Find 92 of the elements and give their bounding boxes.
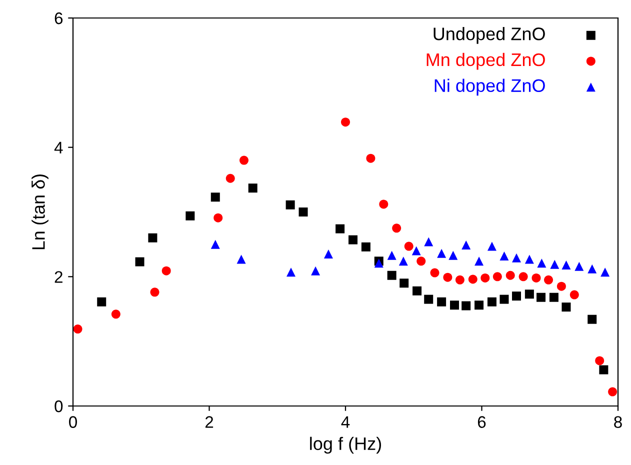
point (398, 256, 408, 266)
point (424, 294, 434, 304)
point (462, 240, 471, 250)
point (536, 292, 546, 302)
point (73, 324, 82, 334)
point (537, 258, 546, 268)
point (468, 274, 478, 284)
legend-label: Undoped ZnO (434, 27, 545, 44)
point (412, 286, 422, 296)
point (549, 292, 558, 302)
point (443, 272, 452, 282)
point (437, 297, 446, 306)
point (210, 192, 220, 202)
point (148, 233, 158, 242)
point (455, 275, 464, 284)
point (608, 387, 618, 396)
point (556, 282, 566, 291)
point (474, 256, 484, 266)
point (500, 294, 509, 304)
point (387, 250, 396, 260)
point (570, 290, 579, 300)
point (311, 266, 320, 276)
x-tick-label: 0 (69, 416, 77, 428)
point (210, 240, 220, 249)
x-tick-label: 4 (341, 416, 350, 428)
point (512, 292, 521, 301)
point (562, 302, 571, 312)
point (416, 256, 426, 266)
point (500, 251, 509, 260)
point (341, 118, 350, 127)
point (506, 270, 515, 280)
point (387, 270, 396, 280)
point (430, 268, 440, 278)
point (111, 310, 120, 319)
point (588, 264, 597, 274)
point (480, 273, 490, 282)
point (400, 278, 409, 288)
point (437, 248, 446, 258)
legend-label: Ni doped ZnO (434, 78, 545, 96)
point (392, 224, 402, 233)
y-tick-label: 6 (54, 12, 63, 24)
x-tick-label: 6 (478, 416, 486, 428)
point (226, 174, 235, 183)
point (574, 262, 584, 271)
point (214, 213, 223, 222)
point (524, 290, 534, 299)
y-tick-label: 4 (54, 142, 63, 154)
legend-label: Mn doped ZnO (426, 52, 545, 70)
point (379, 200, 388, 209)
point (412, 246, 421, 256)
point (239, 156, 248, 165)
point (286, 268, 296, 277)
point (162, 266, 171, 276)
y-tick-label: 0 (54, 400, 63, 412)
point (487, 242, 496, 251)
point (361, 242, 370, 252)
point (366, 154, 376, 163)
point (588, 314, 597, 324)
point (512, 253, 521, 262)
point (524, 254, 534, 264)
point (348, 235, 358, 244)
point (544, 275, 554, 284)
point (236, 254, 246, 264)
point (448, 250, 458, 260)
point (298, 208, 308, 216)
point (424, 237, 434, 246)
point (562, 260, 571, 270)
point (150, 288, 160, 297)
point (474, 300, 484, 310)
point (324, 250, 333, 259)
y-axis-title: Ln (tan δ) (32, 174, 48, 250)
x-axis-title: log f (Hz) (310, 436, 381, 454)
point (135, 257, 144, 266)
point (518, 272, 528, 282)
point (404, 242, 414, 251)
point (492, 272, 502, 282)
point (336, 224, 345, 234)
point (248, 184, 258, 193)
point (600, 268, 610, 277)
point (450, 300, 459, 310)
point (532, 273, 541, 282)
point (462, 301, 471, 310)
x-tick-label: 8 (614, 416, 622, 428)
point (487, 297, 496, 306)
point (186, 211, 195, 220)
y-tick-label: 2 (54, 271, 62, 283)
point (550, 260, 560, 269)
x-tick-label: 2 (205, 416, 214, 428)
point (97, 297, 106, 306)
point (599, 365, 608, 374)
point (595, 356, 604, 366)
point (286, 200, 295, 210)
